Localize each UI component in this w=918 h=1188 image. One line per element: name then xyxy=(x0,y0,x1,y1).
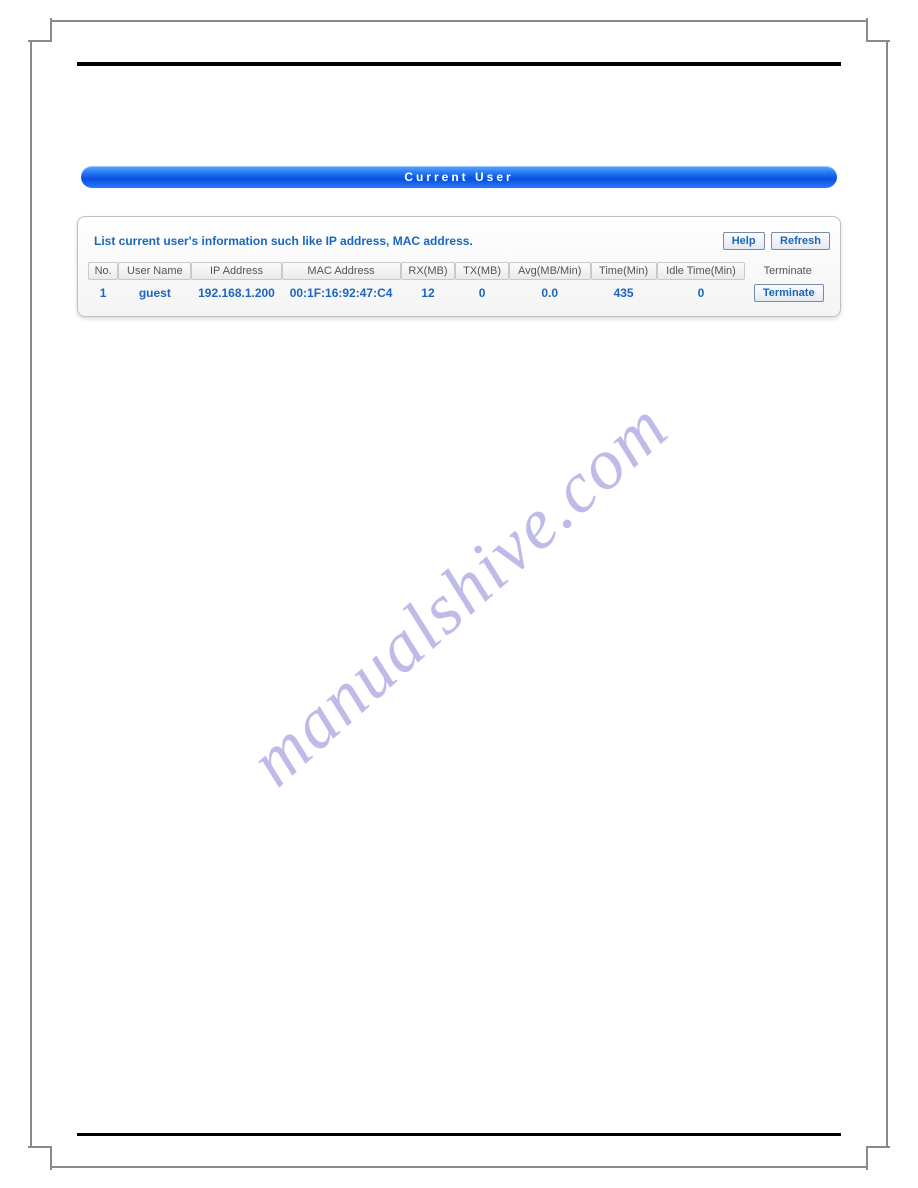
help-button[interactable]: Help xyxy=(723,232,765,250)
table-row: 1 guest 192.168.1.200 00:1F:16:92:47:C4 … xyxy=(88,280,830,306)
terminate-button[interactable]: Terminate xyxy=(754,284,824,302)
th-rx-mb: RX(MB) xyxy=(401,262,456,280)
panel-head: List current user's information such lik… xyxy=(88,231,830,250)
th-idle: Idle Time(Min) xyxy=(657,262,746,280)
cell-no: 1 xyxy=(88,280,118,306)
cell-avg: 0.0 xyxy=(509,280,591,306)
th-no: No. xyxy=(88,262,118,280)
cell-mac-address: 00:1F:16:92:47:C4 xyxy=(282,280,401,306)
user-table: No. User Name IP Address MAC Address RX(… xyxy=(88,262,830,306)
th-tx-mb: TX(MB) xyxy=(455,262,508,280)
th-user-name: User Name xyxy=(118,262,191,280)
th-avg: Avg(MB/Min) xyxy=(509,262,591,280)
panel-description: List current user's information such lik… xyxy=(88,234,473,248)
refresh-button[interactable]: Refresh xyxy=(771,232,830,250)
page-inner: Current User List current user's informa… xyxy=(32,22,886,1166)
title-bar: Current User xyxy=(81,166,837,188)
page-frame: Current User List current user's informa… xyxy=(30,20,888,1168)
panel-actions: Help Refresh xyxy=(721,231,830,250)
cell-rx-mb: 12 xyxy=(401,280,456,306)
cell-time: 435 xyxy=(591,280,657,306)
current-user-panel: List current user's information such lik… xyxy=(77,216,841,317)
cell-ip-address: 192.168.1.200 xyxy=(191,280,281,306)
th-mac-address: MAC Address xyxy=(282,262,401,280)
cell-user-name: guest xyxy=(118,280,191,306)
cell-tx-mb: 0 xyxy=(455,280,508,306)
watermark: manualshive.com xyxy=(234,385,685,803)
top-rule xyxy=(77,62,841,66)
table-header-row: No. User Name IP Address MAC Address RX(… xyxy=(88,262,830,280)
bottom-rule xyxy=(77,1133,841,1136)
cell-idle: 0 xyxy=(657,280,746,306)
cell-terminate: Terminate xyxy=(745,280,830,306)
th-terminate: Terminate xyxy=(745,262,830,280)
th-ip-address: IP Address xyxy=(191,262,281,280)
th-time: Time(Min) xyxy=(591,262,657,280)
